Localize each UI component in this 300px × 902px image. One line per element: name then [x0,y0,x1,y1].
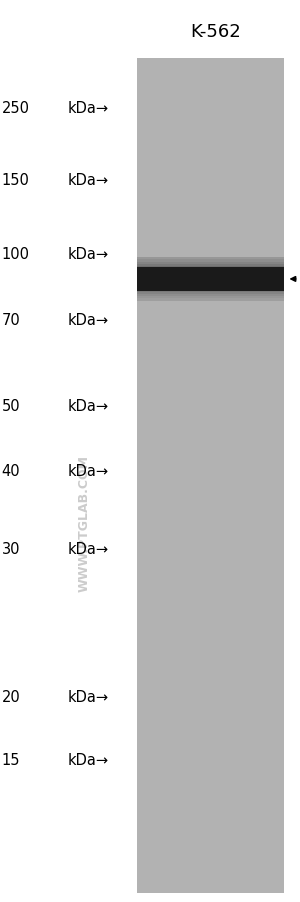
Bar [136,289,284,290]
Bar [136,275,284,278]
Bar [136,292,284,295]
Text: 100: 100 [2,247,29,262]
Text: kDa→: kDa→ [68,689,109,704]
Text: WWW.PTGLAB.COM: WWW.PTGLAB.COM [77,455,91,592]
Bar [136,286,284,289]
Text: 70: 70 [2,313,20,327]
Text: kDa→: kDa→ [68,399,109,413]
Text: K-562: K-562 [190,23,242,41]
Text: kDa→: kDa→ [68,101,109,115]
Bar [136,273,284,275]
Bar [136,258,284,260]
Bar [136,267,284,269]
Bar [136,262,284,264]
Bar [136,260,284,262]
Bar [136,290,284,292]
Text: 40: 40 [2,464,20,478]
Bar [136,264,284,267]
Text: 50: 50 [2,399,20,413]
Text: kDa→: kDa→ [68,247,109,262]
Bar [136,299,284,301]
Text: 15: 15 [2,752,20,767]
Text: 250: 250 [2,101,29,115]
Text: kDa→: kDa→ [68,464,109,478]
Bar [136,271,284,273]
Text: kDa→: kDa→ [68,313,109,327]
Bar [136,281,284,284]
Bar [136,295,284,297]
Text: 150: 150 [2,173,29,188]
Text: 20: 20 [2,689,20,704]
Text: kDa→: kDa→ [68,173,109,188]
Bar [136,280,284,281]
Bar [136,268,284,291]
Bar [136,284,284,286]
Bar [136,278,284,280]
Text: kDa→: kDa→ [68,752,109,767]
Text: kDa→: kDa→ [68,541,109,556]
Text: 30: 30 [2,541,20,556]
Bar [136,59,284,893]
Bar [136,297,284,299]
Bar [136,269,284,271]
